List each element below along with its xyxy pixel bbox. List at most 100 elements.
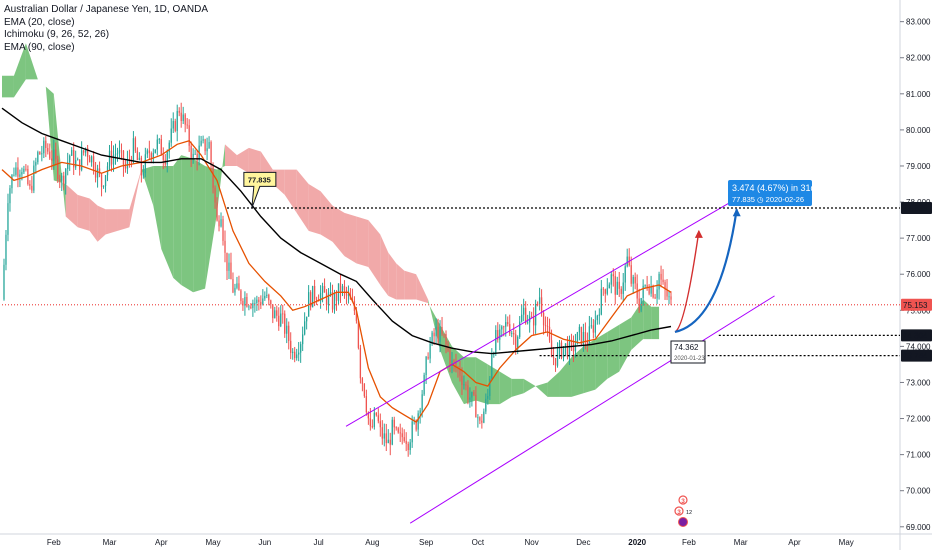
candle-up — [564, 343, 567, 347]
candle-down — [150, 153, 152, 158]
candle-down — [361, 378, 364, 384]
candle-up — [300, 344, 302, 353]
candle-up — [568, 339, 571, 358]
candle-down — [94, 170, 97, 178]
cloud-segment-bullish — [53, 93, 66, 217]
marker-price: 74.362 — [674, 343, 699, 352]
candle-down — [49, 151, 51, 159]
candle-down — [652, 286, 654, 298]
candle-down — [513, 333, 515, 335]
x-tick-label: May — [839, 538, 854, 547]
cloud-segment-bullish — [571, 346, 584, 397]
candle-down — [272, 304, 274, 319]
candle-up — [538, 297, 541, 304]
candle-down — [638, 298, 640, 311]
candle-down — [92, 156, 95, 171]
candle-down — [381, 427, 383, 439]
candle-down — [120, 150, 123, 152]
candle-up — [84, 148, 87, 153]
drawing-tools[interactable]: 77.835 3.474 (4.67%) in 31d 77.835 ◷ 2020-… — [2, 171, 900, 527]
ema-90-line — [1, 107, 672, 355]
candle-up — [622, 282, 624, 294]
candle-down — [548, 326, 551, 341]
candle-up — [608, 284, 610, 289]
candle-up — [192, 153, 194, 159]
candle-down — [39, 152, 41, 155]
candle-down — [216, 202, 218, 221]
cloud-segment-bullish — [2, 75, 14, 98]
indicator-ema90[interactable]: EMA (90, close) — [4, 41, 75, 53]
candle-up — [266, 294, 268, 296]
candle-down — [188, 125, 190, 146]
indicator-ema20[interactable]: EMA (20, close) — [4, 16, 75, 28]
y-tick-label: 82.000 — [906, 54, 931, 63]
candle-up — [144, 154, 147, 174]
candle-down — [415, 420, 417, 430]
candle-up — [431, 332, 433, 344]
candle-up — [582, 331, 585, 345]
cloud-segment-bullish — [631, 299, 644, 350]
cloud-segment-bullish — [595, 331, 608, 390]
indicator-ichimoku[interactable]: Ichimoku (9, 26, 52, 26) — [4, 29, 110, 40]
candle-down — [407, 443, 409, 451]
candle-down — [162, 155, 164, 160]
candle-down — [630, 265, 632, 284]
candle-down — [178, 111, 180, 113]
candle-down — [395, 427, 397, 429]
candle-up — [280, 313, 282, 327]
symbol-title[interactable]: Australian Dollar / Japanese Yen, 1D, OA… — [4, 4, 208, 15]
projection-arrow-blue — [674, 209, 738, 334]
y-tick-label: 81.000 — [906, 90, 931, 99]
candle-down — [618, 281, 620, 289]
candle-up — [383, 433, 385, 439]
candle-up — [329, 291, 332, 295]
cloud-segment-bullish — [619, 317, 632, 372]
candle-down — [284, 313, 286, 334]
cloud-segment-bullish — [487, 364, 500, 405]
candle-down — [670, 296, 672, 300]
candle-down — [552, 357, 555, 359]
candle-down — [268, 294, 270, 301]
candle-up — [423, 375, 425, 395]
candle-up — [483, 411, 485, 423]
candle-down — [473, 391, 475, 395]
cloud-segment-bullish — [37, 79, 46, 87]
flag-icon — [678, 517, 688, 527]
candle-down — [25, 168, 27, 170]
candle-down — [403, 437, 405, 442]
event-count: 12 — [686, 510, 692, 516]
candle-up — [33, 165, 35, 191]
candle-up — [118, 150, 121, 154]
candle-up — [67, 162, 69, 169]
candle-up — [321, 286, 324, 293]
candle-up — [521, 314, 523, 322]
candle-down — [343, 286, 346, 291]
cloud-segment-bullish — [547, 371, 560, 397]
arrow-head — [694, 229, 703, 238]
cloud-segment-bullish — [607, 324, 620, 379]
candle-down — [367, 412, 370, 419]
candle-up — [80, 150, 83, 170]
candle-up — [435, 326, 437, 337]
candle-up — [61, 175, 63, 181]
candle-up — [252, 303, 254, 309]
chart-legend: Australian Dollar / Japanese Yen, 1D, OA… — [4, 4, 208, 54]
candle-up — [194, 153, 196, 155]
candle-down — [648, 287, 650, 294]
marker-box — [670, 340, 706, 364]
candle-down — [260, 301, 262, 305]
price-label-text: 73.744 — [903, 352, 928, 361]
candle-down — [196, 153, 198, 161]
candle-up — [142, 173, 145, 176]
candle-down — [554, 358, 557, 366]
y-tick-label: 75.000 — [906, 306, 931, 315]
price-label-text: 74.304 — [903, 331, 928, 340]
time-axis[interactable]: Feb Mar Apr May Jun Jul Aug Sep Oct Nov Dec 2020 Feb… — [47, 538, 854, 547]
candle-up — [600, 288, 602, 315]
candle-up — [156, 139, 158, 150]
candle-up — [477, 417, 479, 419]
candle-up — [220, 219, 222, 227]
candle-up — [244, 297, 246, 306]
